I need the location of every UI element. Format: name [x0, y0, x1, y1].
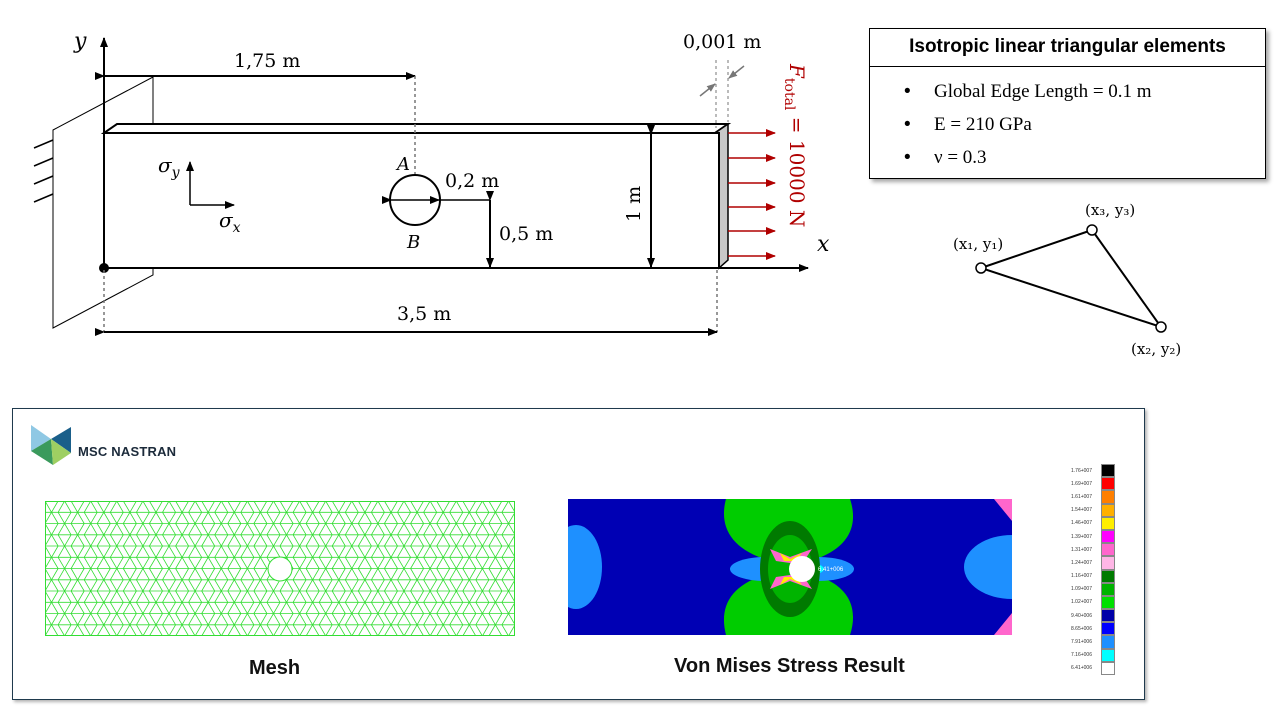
poisson-ratio-item: ν = 0.3: [904, 141, 1265, 174]
node-1: [975, 262, 987, 274]
legend-row: 1.39+007: [1071, 529, 1121, 544]
legend-swatch: [1101, 661, 1115, 675]
length-label: 3,5 m: [397, 303, 451, 325]
legend-row: 1.69+007: [1071, 477, 1121, 491]
mesh-lines: [45, 501, 515, 636]
x-axis-label: x: [817, 232, 830, 257]
legend-label: 1.31+007: [1071, 546, 1092, 553]
legend-swatch: [1101, 595, 1115, 610]
sigma-x-label: σx: [219, 208, 241, 236]
fixed-wall-support: [33, 76, 154, 329]
legend-swatch: [1101, 477, 1115, 491]
legend-row: 7.16+006: [1071, 648, 1121, 662]
legend-label: 1.76+007: [1071, 467, 1092, 474]
element-properties-list: Global Edge Length = 0.1 m E = 210 GPa ν…: [870, 75, 1265, 174]
legend-swatch: [1101, 464, 1115, 478]
node-2: [1155, 321, 1167, 333]
legend-label: 8.65+006: [1071, 625, 1092, 632]
legend-row: 1.61+007: [1071, 490, 1121, 504]
von-mises-contour-plot: 6.41+006: [568, 499, 1012, 635]
result-caption: Von Mises Stress Result: [674, 655, 905, 677]
legend-row: 1.31+007: [1071, 543, 1121, 557]
legend-row: 1.46+007: [1071, 516, 1121, 530]
hole-height-label: 0,5 m: [499, 223, 553, 245]
legend-label: 1.61+007: [1071, 493, 1092, 500]
legend-row: 1.16+007: [1071, 569, 1121, 583]
total-force-label: Ftotal = 10000 N: [781, 63, 809, 227]
legend-swatch: [1101, 609, 1115, 623]
results-panel: MSC NASTRAN Mesh 6.41+006 Von Mises Stre…: [12, 408, 1145, 700]
element-properties-title: Isotropic linear triangular elements: [870, 29, 1265, 67]
legend-swatch: [1101, 569, 1115, 583]
legend-label: 7.16+006: [1071, 652, 1092, 659]
point-a-label: A: [395, 154, 410, 175]
legend-label: 1.24+007: [1071, 559, 1092, 566]
legend-label: 9.40+006: [1071, 612, 1092, 619]
element-properties-box: Isotropic linear triangular elements Glo…: [869, 28, 1266, 179]
legend-swatch: [1101, 556, 1115, 570]
msc-logo-icon: [31, 425, 71, 465]
legend-label: 1.46+007: [1071, 520, 1092, 527]
triangle-element: [975, 224, 1167, 333]
legend-label: 1.54+007: [1071, 507, 1092, 514]
stress-directions: [186, 161, 235, 209]
thickness-label: 0,001 m: [683, 31, 761, 53]
brand-name: MSC NASTRAN: [78, 444, 177, 459]
node-1-label: (x₁, y₁): [953, 235, 1003, 253]
legend-swatch: [1101, 529, 1115, 544]
node-3: [1086, 224, 1098, 236]
legend-row: 1.76+007: [1071, 464, 1121, 478]
sigma-y-label: σy: [158, 153, 181, 181]
legend-swatch: [1101, 516, 1115, 530]
legend-label: 7.91+006: [1071, 639, 1092, 646]
legend-label: 1.02+007: [1071, 599, 1092, 606]
contour-probe-label: 6.41+006: [818, 567, 844, 573]
thickness-arrow-left: [699, 83, 716, 97]
legend-swatch: [1101, 503, 1115, 517]
legend-label: 1.39+007: [1071, 533, 1092, 540]
legend-row: 7.91+006: [1071, 635, 1121, 649]
legend-swatch: [1101, 490, 1115, 504]
legend-swatch: [1101, 635, 1115, 649]
y-axis-label: y: [73, 29, 87, 54]
legend-label: 1.69+007: [1071, 480, 1092, 487]
youngs-modulus-item: E = 210 GPa: [904, 108, 1265, 141]
legend-label: 1.16+007: [1071, 573, 1092, 580]
contour-right-lobe: [798, 499, 1012, 635]
contour-hole: [789, 556, 815, 582]
legend-label: 1.09+007: [1071, 586, 1092, 593]
mesh-plot: [45, 501, 515, 636]
legend-row: 1.09+007: [1071, 582, 1121, 596]
point-b-label: B: [406, 232, 420, 253]
contour-left-lobe: [568, 499, 783, 635]
node-3-label: (x₃, y₃): [1085, 201, 1135, 219]
mesh-border: [45, 501, 515, 636]
stress-legend: 1.76+007 1.69+007 1.61+007 1.54+007 1.46+007…: [1071, 464, 1121, 675]
legend-row: 1.02+007: [1071, 595, 1121, 610]
legend-row: 1.24+007: [1071, 556, 1121, 570]
origin-point: [99, 263, 109, 273]
legend-swatch: [1101, 582, 1115, 596]
thickness-arrow-right: [728, 65, 745, 79]
node-2-label: (x₂, y₂): [1131, 340, 1181, 358]
legend-label: 6.41+006: [1071, 665, 1092, 672]
half-length-label: 1,75 m: [234, 50, 300, 72]
legend-swatch: [1101, 648, 1115, 662]
mesh-caption: Mesh: [249, 657, 301, 679]
load-arrows: [728, 129, 776, 260]
legend-row: 8.65+006: [1071, 622, 1121, 636]
height-label: 1 m: [623, 186, 645, 222]
legend-row: 9.40+006: [1071, 609, 1121, 623]
edge-length-item: Global Edge Length = 0.1 m: [904, 75, 1265, 108]
hole-radius-label: 0,2 m: [445, 170, 499, 192]
legend-row: 1.54+007: [1071, 503, 1121, 517]
legend-swatch: [1101, 543, 1115, 557]
legend-row: 6.41+006: [1071, 661, 1121, 675]
mesh-hole: [267, 556, 293, 582]
legend-swatch: [1101, 622, 1115, 636]
